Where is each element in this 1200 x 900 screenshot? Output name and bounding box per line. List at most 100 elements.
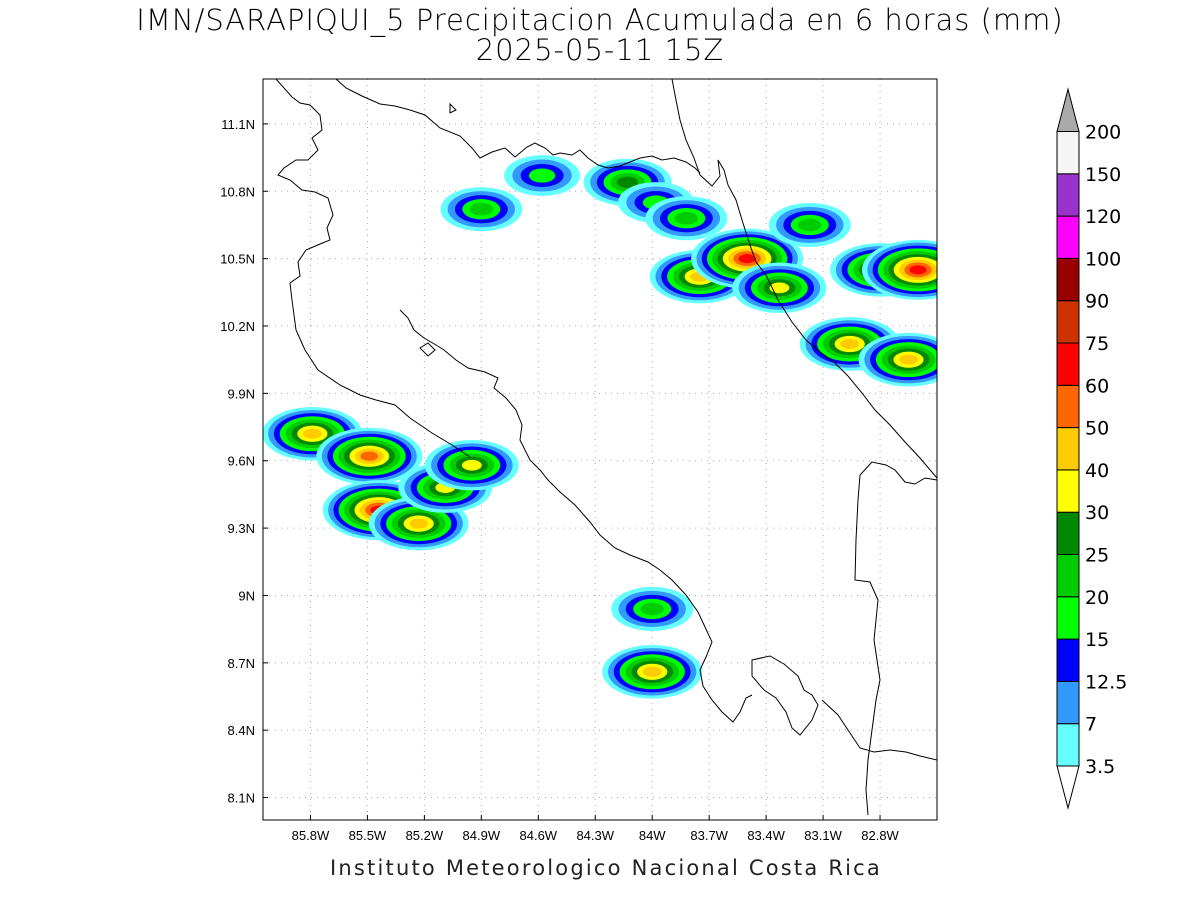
coastline-lake-nicaragua [335, 79, 701, 174]
precip-contour [674, 211, 699, 225]
colorbar-swatch [1056, 342, 1080, 386]
precip-contour [738, 254, 756, 264]
coastline-osa [751, 655, 819, 736]
precip-contour [528, 168, 556, 183]
map-frame [262, 78, 938, 821]
lon-tick-label: 84.6W [520, 828, 558, 843]
lon-tick-label: 83.4W [747, 828, 785, 843]
lat-tick-label: 11.1N [221, 117, 255, 132]
axis-ticks: 85.8W 85.5W 85.2W 84.9W 84.6W 84.3W 84W 83.7W 83… [220, 117, 899, 843]
lat-tick-label: 9N [238, 588, 255, 603]
colorbar-swatch [1056, 384, 1080, 429]
colorbar-label: 120 [1085, 206, 1121, 228]
colorbar-swatch [1056, 215, 1080, 259]
colorbar-label: 40 [1085, 460, 1109, 482]
coastline-panama-border [859, 461, 937, 485]
colorbar: 3.5 7 12.5 15 20 25 30 40 50 60 75 90 100 120 150 200 [1056, 87, 1127, 810]
footer-credit: Instituto Meteorologico Nacional Costa R… [330, 856, 882, 880]
precip-contour [840, 338, 859, 349]
precip-contour [360, 451, 379, 461]
lon-tick-label: 84.9W [463, 828, 501, 843]
precip-cell [424, 440, 519, 491]
precip-cell [862, 239, 937, 300]
precip-cell [768, 202, 851, 247]
lon-tick-label: 82.8W [861, 828, 899, 843]
precip-cell [602, 645, 703, 699]
precipitation-field [263, 155, 937, 699]
precip-contour [469, 202, 494, 216]
colorbar-label: 50 [1085, 418, 1109, 440]
lat-tick-label: 8.7N [228, 656, 255, 671]
colorbar-swatch [1056, 173, 1080, 217]
lat-tick-label: 10.5N [220, 252, 255, 267]
precip-cell [611, 586, 694, 631]
precip-cell [732, 262, 827, 314]
lon-tick-label: 85.2W [406, 828, 444, 843]
precip-contour [899, 354, 918, 365]
precip-cell [799, 317, 900, 371]
colorbar-upper-arrow [1056, 87, 1080, 132]
colorbar-swatch [1056, 554, 1080, 598]
precip-cell [645, 196, 728, 241]
precip-contour [640, 602, 664, 616]
lat-tick-label: 10.2N [220, 319, 255, 334]
colorbar-label: 12.5 [1085, 671, 1127, 693]
colorbar-label: 90 [1085, 291, 1109, 313]
precip-contour [409, 518, 428, 529]
precip-cell [504, 155, 581, 196]
precip-cell [316, 427, 423, 485]
coastline [275, 79, 937, 816]
colorbar-label: 100 [1085, 248, 1121, 270]
colorbar-swatch [1056, 723, 1080, 767]
lat-tick-label: 10.8N [220, 184, 255, 199]
colorbar-swatch [1056, 131, 1080, 175]
colorbar-label: 60 [1085, 375, 1109, 397]
colorbar-swatch [1056, 300, 1080, 344]
precip-contour [909, 265, 927, 275]
colorbar-swatch [1056, 469, 1080, 513]
coastline-island-lake [449, 102, 457, 114]
colorbar-swatch [1056, 596, 1080, 640]
coastline-nicaragua-pacific [275, 79, 471, 458]
lat-tick-label: 9.9N [228, 386, 255, 401]
coastline-chiriqui [821, 699, 937, 761]
precip-contour [642, 666, 662, 677]
lon-tick-label: 83.7W [690, 828, 728, 843]
precip-contour [769, 282, 790, 294]
precip-contour [798, 218, 822, 232]
colorbar-swatch [1056, 511, 1080, 556]
precip-contour [616, 176, 639, 188]
colorbar-swatch [1056, 638, 1080, 682]
colorbar-lower-arrow [1056, 765, 1080, 810]
lon-tick-label: 84W [639, 828, 666, 843]
colorbar-swatch [1056, 680, 1080, 725]
lat-tick-label: 8.4N [228, 723, 255, 738]
lon-tick-label: 85.5W [349, 828, 387, 843]
lon-tick-label: 83.1W [804, 828, 842, 843]
coastline-caribbean [671, 79, 937, 479]
colorbar-label: 75 [1085, 333, 1109, 355]
border-panama [854, 474, 881, 816]
colorbar-swatch [1056, 427, 1080, 471]
colorbar-swatch [1056, 257, 1080, 302]
lat-tick-label: 8.1N [228, 791, 255, 806]
coastline-nicoya-gulf [399, 309, 753, 723]
colorbar-label: 7 [1085, 714, 1097, 736]
colorbar-label: 30 [1085, 502, 1109, 524]
precip-contour [461, 459, 482, 471]
colorbar-label: 20 [1085, 587, 1109, 609]
coastline-nicoya-inner [419, 342, 436, 357]
map-title: IMN/SARAPIQUI_5 Precipitacion Acumulada … [136, 3, 1064, 37]
precip-cell [440, 187, 523, 232]
colorbar-label: 15 [1085, 629, 1109, 651]
map-valid-time: 2025-05-11 15Z [475, 33, 725, 67]
lon-tick-label: 84.3W [576, 828, 614, 843]
colorbar-label: 3.5 [1085, 756, 1115, 778]
precip-contour [303, 428, 322, 439]
lat-tick-label: 9.3N [228, 521, 255, 536]
colorbar-label: 200 [1085, 122, 1121, 144]
precip-cell [858, 332, 937, 387]
lat-tick-label: 9.6N [228, 454, 255, 469]
colorbar-label: 25 [1085, 545, 1109, 567]
